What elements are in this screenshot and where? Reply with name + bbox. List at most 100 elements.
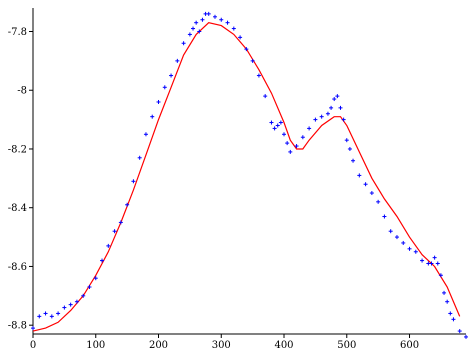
data-point [325, 111, 330, 116]
data-point [438, 273, 443, 278]
y-tick-label: -8 [17, 86, 27, 97]
x-tick-label: 600 [400, 340, 419, 351]
data-point [231, 26, 236, 31]
x-tick-label: 400 [274, 340, 293, 351]
data-point [68, 302, 73, 307]
data-point [150, 114, 155, 119]
data-point [219, 17, 224, 22]
data-point [187, 32, 192, 37]
data-point [307, 126, 312, 131]
y-tick-label: -7.8 [8, 27, 27, 38]
data-point [335, 94, 340, 99]
data-point [106, 243, 111, 248]
data-point [87, 285, 92, 290]
data-point [332, 97, 337, 102]
data-point [269, 120, 274, 125]
data-point [137, 155, 142, 160]
x-tick-label: 300 [212, 340, 231, 351]
data-point [81, 293, 86, 298]
x-tick-label: 0 [30, 340, 36, 351]
data-point [112, 229, 117, 234]
data-point [445, 299, 450, 304]
data-point [442, 290, 447, 295]
data-point [197, 29, 202, 34]
data-point [394, 235, 399, 240]
data-point [319, 114, 324, 119]
data-point [313, 117, 318, 122]
data-point [43, 311, 48, 316]
data-point [169, 73, 174, 78]
marker-group [31, 11, 468, 339]
data-point [156, 99, 161, 104]
data-point [131, 179, 136, 184]
y-tick-label: -8.2 [8, 144, 27, 155]
data-point [369, 191, 374, 196]
data-point [288, 149, 293, 154]
data-point [62, 305, 67, 310]
data-point [363, 182, 368, 187]
fit-line-group [32, 22, 461, 332]
data-point [194, 20, 199, 25]
data-point [432, 255, 437, 260]
data-point [181, 41, 186, 46]
data-point [388, 229, 393, 234]
data-point [238, 35, 243, 40]
data-point [162, 85, 167, 90]
data-point [341, 117, 346, 122]
data-point [74, 299, 79, 304]
fit-line [32, 22, 461, 332]
data-point [382, 214, 387, 219]
data-point [200, 17, 205, 22]
data-point [263, 94, 268, 99]
data-point [376, 199, 381, 204]
data-point [282, 132, 287, 137]
y-tick-label: -8.8 [8, 321, 27, 332]
data-point [100, 258, 105, 263]
data-point [118, 220, 123, 225]
x-tick-label: 100 [86, 340, 105, 351]
data-point [275, 123, 280, 128]
x-tick-label: 500 [337, 340, 356, 351]
data-point [294, 144, 299, 149]
data-point [56, 311, 61, 316]
data-point [191, 26, 196, 31]
data-point [451, 317, 456, 322]
data-point [125, 202, 130, 207]
data-point [278, 120, 283, 125]
data-point [464, 334, 468, 339]
data-point [351, 158, 356, 163]
data-point [175, 58, 180, 63]
data-point [93, 276, 98, 281]
data-point [435, 261, 440, 266]
data-point [285, 141, 290, 146]
data-point [344, 138, 349, 143]
data-point [413, 249, 418, 254]
data-point [401, 240, 406, 245]
data-point [429, 261, 434, 266]
y-tick-label: -8.4 [8, 203, 27, 214]
data-point [143, 132, 148, 137]
data-point [338, 105, 343, 110]
axes: 0 100 200 300 400 500 600 -7.8 -8 -8.2 -8.4 -8.6 -8.… [8, 8, 466, 351]
data-point [244, 47, 249, 52]
y-tick-label: -8.6 [8, 262, 27, 273]
data-point [31, 326, 35, 331]
data-point [37, 314, 42, 319]
x-tick-label: 200 [149, 340, 168, 351]
data-point [272, 126, 277, 131]
data-point [250, 58, 255, 63]
data-point [49, 314, 54, 319]
data-point [256, 73, 261, 78]
data-point [212, 14, 217, 19]
data-point [206, 11, 211, 16]
data-point [407, 246, 412, 251]
data-point [300, 135, 305, 140]
data-point [347, 146, 352, 151]
data-point [225, 20, 230, 25]
data-point [457, 329, 462, 334]
data-point [448, 311, 453, 316]
data-point [420, 258, 425, 263]
data-point [357, 173, 362, 178]
